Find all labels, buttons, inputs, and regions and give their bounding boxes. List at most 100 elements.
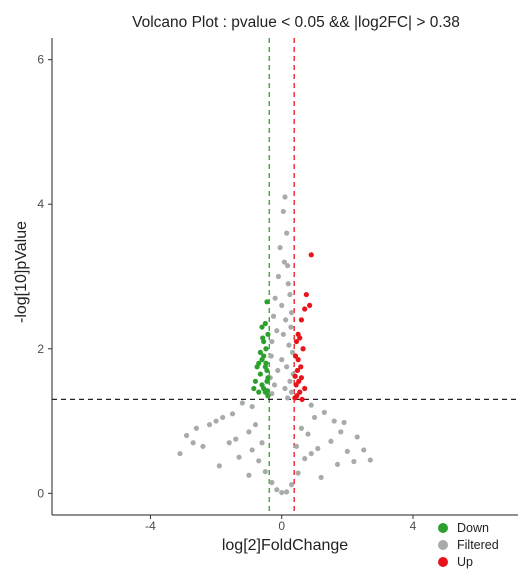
point-up: [300, 346, 306, 352]
point-filtered: [206, 422, 213, 428]
point-filtered: [288, 310, 295, 316]
point-filtered: [280, 331, 286, 337]
point-down: [265, 331, 271, 337]
point-up: [297, 389, 303, 395]
point-filtered: [229, 411, 236, 417]
point-filtered: [226, 440, 232, 446]
point-filtered: [287, 378, 293, 384]
chart-title: Volcano Plot : pvalue < 0.05 && |log2FC|…: [132, 14, 460, 31]
point-filtered: [284, 230, 290, 236]
point-up: [294, 367, 301, 374]
point-filtered: [286, 342, 292, 348]
point-filtered: [279, 357, 285, 363]
point-filtered: [288, 389, 295, 395]
point-filtered: [308, 402, 314, 408]
point-filtered: [190, 440, 196, 446]
point-filtered: [275, 273, 282, 280]
point-up: [298, 375, 305, 381]
point-down: [263, 360, 269, 366]
point-filtered: [283, 317, 289, 323]
point-filtered: [177, 450, 183, 457]
point-filtered: [293, 443, 300, 449]
point-filtered: [277, 244, 283, 251]
point-down: [265, 393, 271, 399]
point-filtered: [275, 367, 281, 374]
point-filtered: [262, 469, 268, 475]
point-filtered: [308, 450, 314, 457]
point-filtered: [279, 489, 285, 496]
point-filtered: [305, 431, 311, 437]
threshold-lines: [52, 38, 518, 515]
point-up: [293, 382, 299, 388]
point-filtered: [269, 479, 275, 486]
point-down: [263, 346, 269, 352]
point-filtered: [249, 447, 255, 453]
point-filtered: [220, 414, 226, 421]
point-filtered: [285, 281, 291, 287]
point-filtered: [246, 472, 252, 478]
point-filtered: [351, 458, 357, 465]
point-up: [292, 395, 298, 401]
point-filtered: [315, 445, 321, 452]
point-down: [257, 349, 263, 355]
point-down: [264, 378, 270, 384]
point-filtered: [288, 482, 295, 488]
data-points: [177, 194, 373, 496]
point-filtered: [302, 456, 308, 462]
point-up: [296, 378, 302, 384]
point-up: [297, 335, 303, 341]
point-down: [264, 299, 270, 305]
point-filtered: [328, 438, 334, 444]
point-up: [295, 357, 301, 363]
point-down: [259, 324, 265, 330]
point-filtered: [321, 409, 327, 415]
point-up: [302, 306, 308, 312]
point-down: [254, 364, 260, 370]
legend-marker-down: [438, 523, 448, 533]
point-filtered: [311, 414, 318, 421]
legend: Down Filtered Up: [438, 521, 499, 569]
point-filtered: [334, 461, 341, 468]
point-up: [308, 252, 314, 258]
point-filtered: [246, 429, 252, 435]
point-filtered: [256, 458, 262, 464]
point-filtered: [280, 208, 286, 215]
point-filtered: [289, 349, 296, 355]
y-tick-label: 2: [37, 342, 44, 356]
point-filtered: [341, 419, 347, 426]
point-down: [251, 385, 257, 392]
point-up: [302, 385, 308, 392]
point-up: [303, 291, 309, 298]
point-filtered: [216, 463, 222, 469]
point-filtered: [259, 440, 265, 446]
point-filtered: [295, 470, 301, 476]
point-filtered: [331, 418, 337, 424]
point-filtered: [285, 263, 291, 269]
point-up: [307, 302, 313, 309]
point-down: [252, 378, 259, 384]
point-filtered: [344, 448, 350, 454]
point-filtered: [268, 353, 274, 359]
point-filtered: [298, 425, 305, 431]
point-filtered: [252, 422, 259, 428]
x-axis-title: log[2]FoldChange: [222, 537, 348, 554]
plot-frame: [51, 38, 518, 516]
point-filtered: [287, 291, 293, 298]
point-down: [264, 388, 270, 394]
point-filtered: [284, 364, 290, 370]
point-filtered: [361, 447, 367, 453]
point-filtered: [274, 328, 280, 334]
point-filtered: [200, 443, 206, 449]
point-filtered: [271, 382, 278, 388]
legend-label-up: Up: [457, 555, 473, 569]
point-up: [298, 364, 304, 370]
axis-ticks: -4 0 4 0 2 4 6: [37, 53, 416, 533]
point-filtered: [354, 434, 360, 440]
legend-marker-up: [438, 557, 448, 567]
point-filtered: [236, 454, 242, 460]
point-filtered: [338, 429, 344, 435]
y-tick-label: 4: [37, 197, 44, 211]
point-filtered: [213, 418, 219, 424]
point-filtered: [270, 313, 277, 319]
